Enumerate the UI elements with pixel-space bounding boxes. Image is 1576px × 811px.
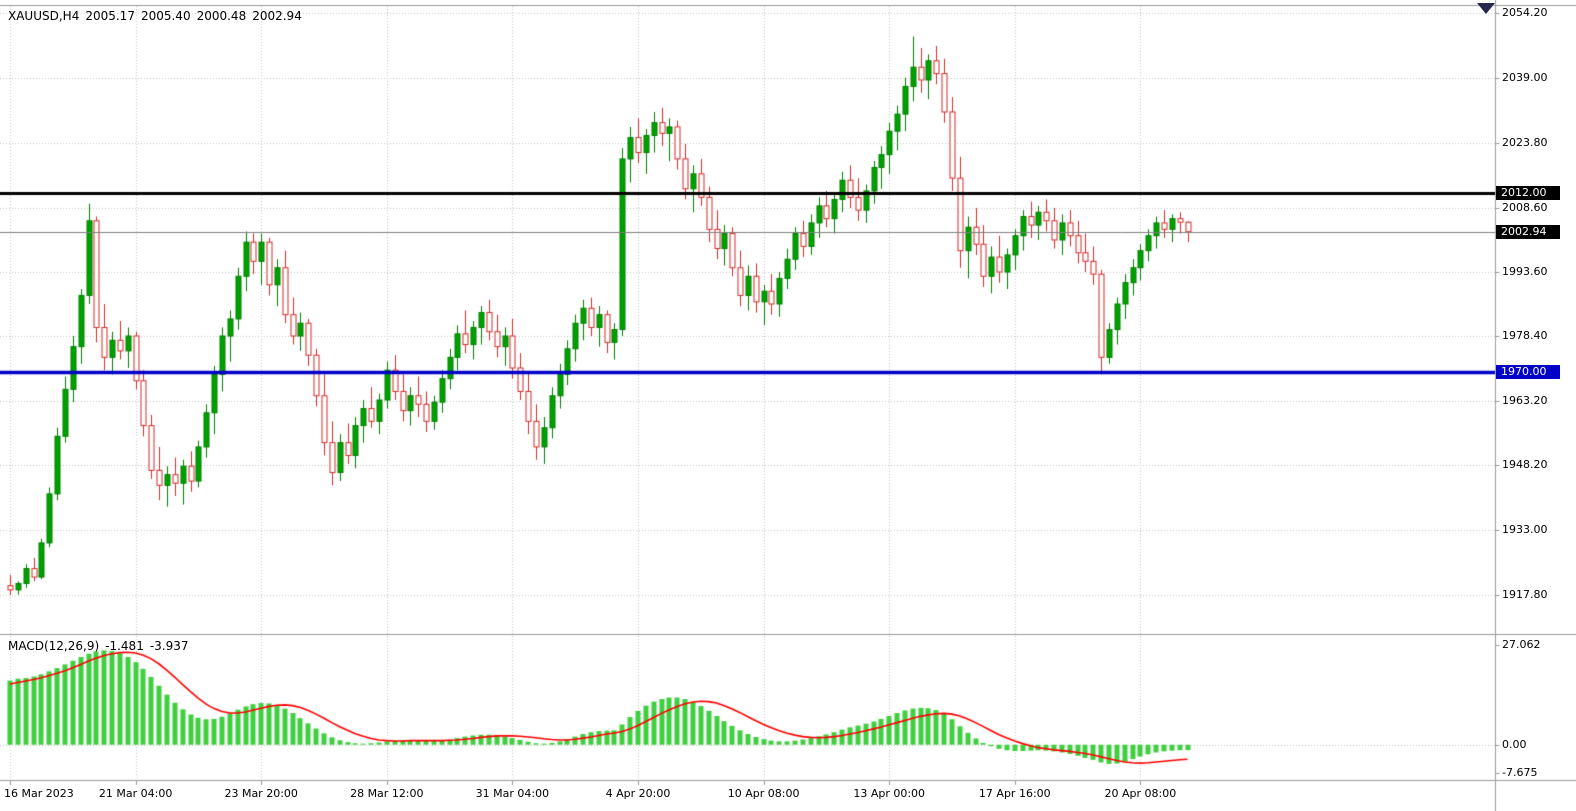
price-axis-label: 1993.60 [1502, 264, 1548, 278]
time-axis-label: 31 Mar 04:00 [475, 787, 550, 800]
macd-name: MACD(12,26,9) [8, 639, 100, 653]
current-price-badge: 2002.94 [1496, 224, 1560, 239]
macd-axis-label: -7.675 [1502, 766, 1538, 779]
price-axis-label: 2008.60 [1502, 200, 1548, 214]
price-axis-label: 1933.00 [1502, 523, 1548, 537]
symbol-period-label: XAUUSD,H4 [8, 9, 80, 23]
price-axis[interactable]: 2054.20 2039.00 2023.80 2008.60 1993.60 1978.… [1496, 0, 1576, 811]
open-value: 2005.17 [85, 9, 135, 23]
price-axis-label: 1978.40 [1502, 329, 1548, 343]
macd-axis-label: 27.062 [1502, 638, 1541, 651]
price-axis-label: 2054.20 [1502, 6, 1548, 19]
time-axis-label: 10 Apr 08:00 [727, 787, 800, 800]
time-axis-label: 13 Apr 00:00 [853, 787, 926, 800]
price-axis-label: 1948.20 [1502, 458, 1548, 472]
panel-divider[interactable] [0, 631, 1576, 638]
time-axis[interactable]: 16 Mar 2023 21 Mar 04:00 23 Mar 20:00 28 Ma… [0, 781, 1576, 811]
price-axis-label: 1917.80 [1502, 588, 1548, 601]
time-axis-label: 17 Apr 16:00 [978, 787, 1051, 800]
macd-indicator-label: MACD(12,26,9) -1.481 -3.937 [8, 639, 195, 653]
time-axis-label: 16 Mar 2023 [4, 787, 74, 800]
chart-shift-marker-icon[interactable] [1477, 3, 1495, 14]
time-axis-label: 23 Mar 20:00 [224, 787, 298, 800]
time-axis-label: 21 Mar 04:00 [98, 787, 173, 800]
time-axis-label: 20 Apr 08:00 [1104, 787, 1177, 800]
time-axis-label: 28 Mar 12:00 [350, 787, 424, 800]
ohlc-info-line: XAUUSD,H4 2005.17 2005.40 2000.48 2002.94 [8, 9, 308, 23]
time-axis-label: 4 Apr 20:00 [605, 787, 671, 800]
low-value: 2000.48 [196, 9, 247, 23]
price-axis-label: 1963.20 [1502, 394, 1548, 408]
macd-signal-value: -3.937 [149, 639, 189, 653]
hline-price-badge: 2012.00 [1496, 186, 1560, 201]
hline-price-badge: 1970.00 [1496, 365, 1560, 380]
close-value: 2002.94 [252, 9, 302, 23]
price-axis-label: 2039.00 [1502, 70, 1548, 84]
macd-axis-label: 0.00 [1502, 737, 1527, 751]
macd-main-value: -1.481 [105, 639, 144, 653]
high-value: 2005.40 [140, 9, 191, 23]
price-axis-label: 2023.80 [1502, 135, 1548, 149]
